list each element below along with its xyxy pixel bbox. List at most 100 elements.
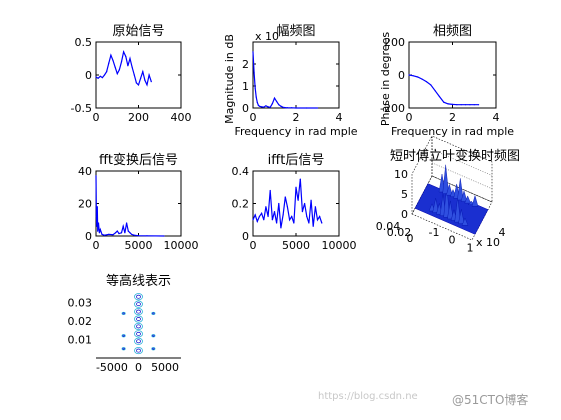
- data-point: [284, 196, 286, 198]
- data-point: [135, 82, 137, 84]
- x-tick-label: 2: [293, 111, 300, 124]
- data-point: [273, 97, 276, 99]
- data-point: [460, 104, 462, 106]
- x-tick-label: 200: [128, 111, 149, 124]
- x-tick-label: 5000: [282, 239, 310, 252]
- x-tick-label: 0: [250, 111, 257, 124]
- y-tick-label: 0: [242, 230, 249, 243]
- left-wall: [411, 135, 433, 215]
- data-point: [256, 220, 258, 222]
- x-tick-label: 2: [449, 111, 456, 124]
- plot-area: [252, 41, 340, 109]
- x-tick-label: -1: [429, 226, 440, 239]
- data-point: [114, 232, 117, 234]
- chart-phase: [408, 41, 497, 109]
- data-point: [125, 55, 127, 58]
- x-tick-label: 5000: [125, 239, 153, 252]
- contour-inner: [152, 334, 155, 337]
- data-point: [267, 215, 269, 218]
- data-point: [131, 66, 133, 68]
- data-point: [123, 51, 125, 53]
- chart-title: 相频图: [433, 24, 472, 39]
- contour-ring: [134, 322, 143, 331]
- data-point: [114, 66, 116, 68]
- data-point: [269, 189, 271, 192]
- y-tick-label: 2: [242, 58, 249, 71]
- x-exponent-power: 4: [499, 226, 506, 239]
- data-point: [271, 219, 273, 221]
- contour-inner: [122, 347, 125, 350]
- data-point: [286, 206, 288, 208]
- data-point: [150, 81, 152, 83]
- x-tick-label: 0: [406, 111, 413, 124]
- data-point: [316, 219, 319, 221]
- data-point: [284, 106, 286, 109]
- data-point: [148, 74, 150, 76]
- contour-ring: [151, 334, 156, 338]
- surface-peak: [442, 164, 449, 194]
- data-point: [112, 234, 114, 236]
- data-point: [95, 76, 97, 78]
- data-point: [131, 233, 133, 235]
- data-point: [295, 107, 297, 109]
- x-tick-label: 1: [467, 241, 474, 254]
- data-point: [101, 233, 103, 235]
- data-point: [108, 233, 110, 235]
- data-point: [288, 219, 291, 221]
- contour-inner: [136, 294, 141, 299]
- data-point: [133, 74, 135, 76]
- data-point: [282, 214, 284, 216]
- plot-area: [95, 170, 182, 237]
- data-point: [137, 84, 140, 86]
- data-point: [96, 206, 98, 208]
- y-tick-label: 20: [78, 198, 92, 211]
- data-point: [447, 103, 449, 105]
- plot-area: [95, 41, 182, 109]
- chart-title: 幅频图: [276, 24, 315, 39]
- data-point: [408, 74, 410, 76]
- chart-stft: [411, 135, 493, 241]
- data-point: [252, 219, 254, 221]
- y-tick-label: 0.03: [68, 296, 93, 309]
- data-point: [291, 107, 293, 109]
- data-point: [122, 225, 124, 227]
- chart-ifft: [252, 170, 340, 237]
- contour-ring: [151, 311, 156, 316]
- x-tick-label: 0: [93, 111, 100, 124]
- data-point: [314, 206, 316, 208]
- x-tick-label: 400: [171, 111, 192, 124]
- data-point: [110, 54, 112, 56]
- contour-ring: [121, 334, 126, 338]
- z-tick-label: 5: [401, 188, 408, 201]
- grid-line: [431, 149, 493, 176]
- data-point: [255, 96, 257, 98]
- y-axis-label: Phase in degrees: [379, 32, 392, 126]
- data-point: [118, 69, 120, 71]
- data-point: [263, 219, 265, 221]
- data-point: [256, 101, 258, 104]
- x-tick-label: -5000: [96, 361, 128, 374]
- data-point: [95, 215, 98, 218]
- y-tick-label: -200: [380, 102, 405, 115]
- chart-title: 原始信号: [112, 24, 164, 39]
- data-point: [118, 232, 120, 235]
- y-tick-label: 0: [242, 102, 249, 115]
- data-point: [273, 211, 276, 213]
- chart-title: 等高线表示: [106, 273, 171, 289]
- chart-title: fft变换后信号: [99, 152, 178, 168]
- data-point: [126, 222, 128, 224]
- data-point: [142, 71, 144, 73]
- plot-area: [252, 170, 340, 237]
- floor: [411, 175, 493, 241]
- data-point: [112, 59, 114, 62]
- surface-peak: [461, 217, 469, 226]
- x-tick-label: 0: [135, 361, 142, 374]
- chart-title: 短时傅立叶变换时频图: [390, 148, 520, 164]
- data-point: [265, 105, 267, 107]
- data-point: [127, 65, 129, 67]
- data-point: [267, 106, 269, 108]
- data-point: [261, 212, 263, 214]
- data-point: [469, 104, 471, 106]
- data-point: [276, 222, 278, 224]
- chart-amp: [252, 41, 340, 109]
